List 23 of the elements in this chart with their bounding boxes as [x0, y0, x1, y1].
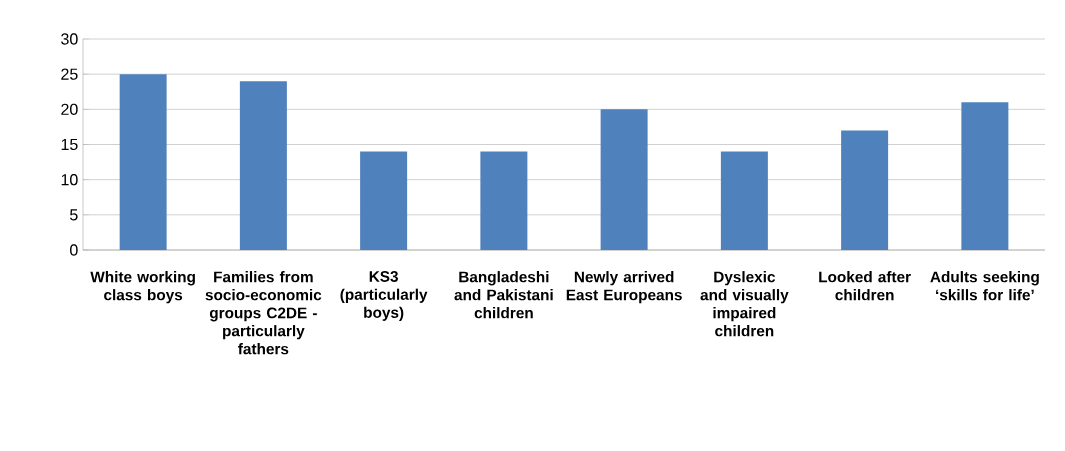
x-tick-label: Families from socio-economic groups C2DE - particularly fathers [205, 271, 322, 355]
bar [600, 109, 648, 250]
bar [360, 151, 408, 250]
y-tick-label: 25 [61, 68, 78, 80]
bar [841, 130, 889, 250]
y-tick-label: 5 [70, 209, 78, 221]
x-tick-label: Bangladeshi and Pakistani children [454, 271, 553, 319]
x-tick-label: White working class boys [90, 271, 195, 304]
bar [720, 151, 768, 250]
bar [961, 102, 1009, 250]
y-tick-label: 30 [61, 33, 78, 45]
bar [239, 81, 287, 250]
x-tick-label: Newly arrived East Europeans [566, 271, 682, 304]
x-tick-label: Dyslexic and visually impaired children [700, 271, 789, 337]
x-tick-label: Looked after children [819, 271, 911, 301]
x-tick-label: Adults seeking ‘skills for life’ [930, 271, 1039, 301]
y-tick-label: 15 [61, 138, 78, 151]
y-tick-label: 20 [61, 103, 78, 115]
y-tick-label: 0 [70, 244, 78, 256]
y-tick-label: 10 [61, 174, 78, 186]
x-tick-label: KS3 (particularly boys) [340, 271, 428, 321]
bar [119, 74, 167, 250]
bar [480, 151, 528, 250]
